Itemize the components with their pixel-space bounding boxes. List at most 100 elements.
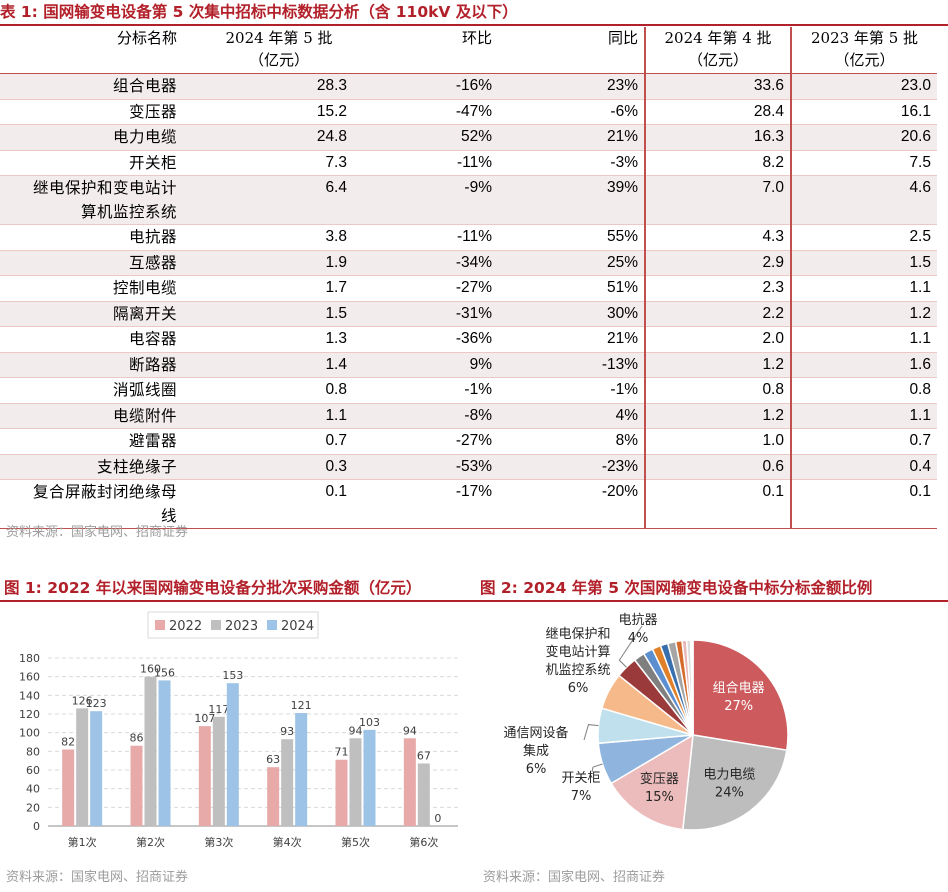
cell: 33.6	[644, 73, 791, 100]
chart-legend: 2022 2023 2024	[147, 611, 319, 639]
cell: -6%	[498, 99, 645, 125]
cell: 1.6	[790, 352, 937, 378]
row-name: 电容器	[0, 326, 205, 353]
pie-label: 15%	[645, 790, 674, 805]
y-tick-label: 60	[26, 764, 40, 777]
pie-label: 变压器	[640, 771, 679, 787]
cell: -3%	[498, 150, 645, 176]
legend-label-2023: 2023	[225, 619, 258, 634]
x-tick-label: 第1次	[68, 835, 97, 849]
cell: 1.4	[205, 352, 353, 378]
cell: 0.7	[790, 428, 937, 455]
cell: 6.4	[205, 175, 353, 225]
cell: 0.1	[205, 479, 353, 529]
cell: -11%	[353, 224, 498, 251]
bar-2023-第1次	[76, 708, 89, 826]
cell: 24.8	[205, 124, 353, 151]
legend-swatch-2022	[155, 620, 165, 630]
bar-value-label: 93	[280, 725, 294, 738]
pie-leader-line	[583, 724, 599, 741]
y-tick-label: 140	[19, 689, 40, 702]
cell: -1%	[353, 377, 498, 404]
pie-slice-组合电器	[692, 639, 789, 752]
row-name: 互感器	[0, 250, 205, 276]
bar-2022-第4次	[267, 767, 280, 826]
cell: 0.3	[205, 454, 353, 480]
bar-2024-第2次	[158, 680, 171, 826]
chart-gridlines	[48, 657, 458, 827]
y-tick-label: 40	[26, 783, 40, 796]
cell: -36%	[353, 326, 498, 353]
bar-value-label: 153	[222, 669, 243, 682]
table-row: 断路器 1.4 9% -13% 1.2 1.6	[0, 352, 937, 378]
cell: 0.1	[790, 479, 937, 529]
bar-2022-第6次	[403, 738, 416, 826]
bar-value-label: 94	[403, 724, 417, 737]
pie-slice-变压器	[610, 733, 694, 831]
bar-value-label: 71	[335, 746, 349, 759]
row-name: 电抗器	[0, 224, 205, 251]
y-tick-label: 120	[19, 708, 40, 721]
table-row: 电容器 1.3 -36% 21% 2.0 1.1	[0, 326, 937, 353]
x-tick-label: 第5次	[341, 835, 370, 849]
pie-label: 6%	[526, 762, 547, 777]
legend-swatch-2024	[267, 620, 277, 630]
col-header-hb: 环比	[353, 27, 498, 74]
cell: 0.1	[644, 479, 791, 529]
cell: 1.1	[205, 403, 353, 429]
bar-2024-第1次	[90, 711, 103, 826]
cell: 1.1	[790, 403, 937, 429]
row-name: 避雷器	[0, 428, 205, 455]
cell: 1.3	[205, 326, 353, 353]
cell: 7.0	[644, 175, 791, 225]
legend-label-2024: 2024	[281, 619, 314, 634]
table-header-row: 分标名称 2024 年第 5 批（亿元） 环比 同比 2024 年第 4 批（亿…	[0, 27, 937, 74]
fig1-title: 图 1: 2022 年以来国网输变电设备分批次采购金额（亿元）	[4, 579, 422, 597]
cell: 1.1	[790, 326, 937, 353]
table-row: 支柱绝缘子 0.3 -53% -23% 0.6 0.4	[0, 454, 937, 480]
cell: 39%	[498, 175, 645, 225]
cell: 0.6	[644, 454, 791, 480]
cell: -27%	[353, 275, 498, 302]
bar-value-label: 107	[194, 712, 215, 725]
table-row: 继电保护和变电站计 算机监控系统 6.4 -9% 39% 7.0 4.6	[0, 175, 937, 225]
cell: 4%	[498, 403, 645, 429]
pie-label: 集成	[523, 743, 549, 759]
cell: 2.9	[644, 250, 791, 276]
cell: 1.2	[790, 301, 937, 327]
bar-2023-第5次	[349, 738, 362, 826]
table-row: 互感器 1.9 -34% 25% 2.9 1.5	[0, 250, 937, 276]
pie-slices	[597, 639, 789, 831]
bar-2022-第3次	[198, 726, 211, 826]
pie-label: 24%	[715, 786, 744, 801]
cell: 55%	[498, 224, 645, 251]
x-tick-label: 第3次	[204, 835, 233, 849]
cell: -17%	[353, 479, 498, 529]
pie-leader-line	[618, 625, 643, 668]
cell: 2.5	[790, 224, 937, 251]
bar-2024-第3次	[226, 683, 239, 826]
cell: -13%	[498, 352, 645, 378]
pie-label: 27%	[724, 699, 753, 714]
pie-label: 组合电器	[713, 681, 765, 696]
bar-value-label: 126	[72, 694, 93, 707]
row-name: 消弧线圈	[0, 377, 205, 404]
cell: -8%	[353, 403, 498, 429]
col-header-tb: 同比	[498, 27, 645, 74]
cell: 1.1	[790, 275, 937, 302]
cell: 2.0	[644, 326, 791, 353]
pie-slice	[691, 639, 694, 736]
bar-2022-第2次	[130, 745, 143, 826]
cell: 8%	[498, 428, 645, 455]
cell: 30%	[498, 301, 645, 327]
cell: 1.2	[644, 352, 791, 378]
bar-2024-第4次	[295, 713, 308, 826]
cell: 7.3	[205, 150, 353, 176]
table-row: 变压器 15.2 -47% -6% 28.4 16.1	[0, 99, 937, 125]
pie-label: 通信网设备	[503, 725, 568, 741]
table-row: 控制电缆 1.7 -27% 51% 2.3 1.1	[0, 275, 937, 302]
bar-2024-第5次	[363, 729, 376, 826]
cell: 23.0	[790, 73, 937, 100]
tender-data-table: 分标名称 2024 年第 5 批（亿元） 环比 同比 2024 年第 4 批（亿…	[0, 27, 937, 529]
pie-label: 变电站计算	[545, 644, 610, 660]
